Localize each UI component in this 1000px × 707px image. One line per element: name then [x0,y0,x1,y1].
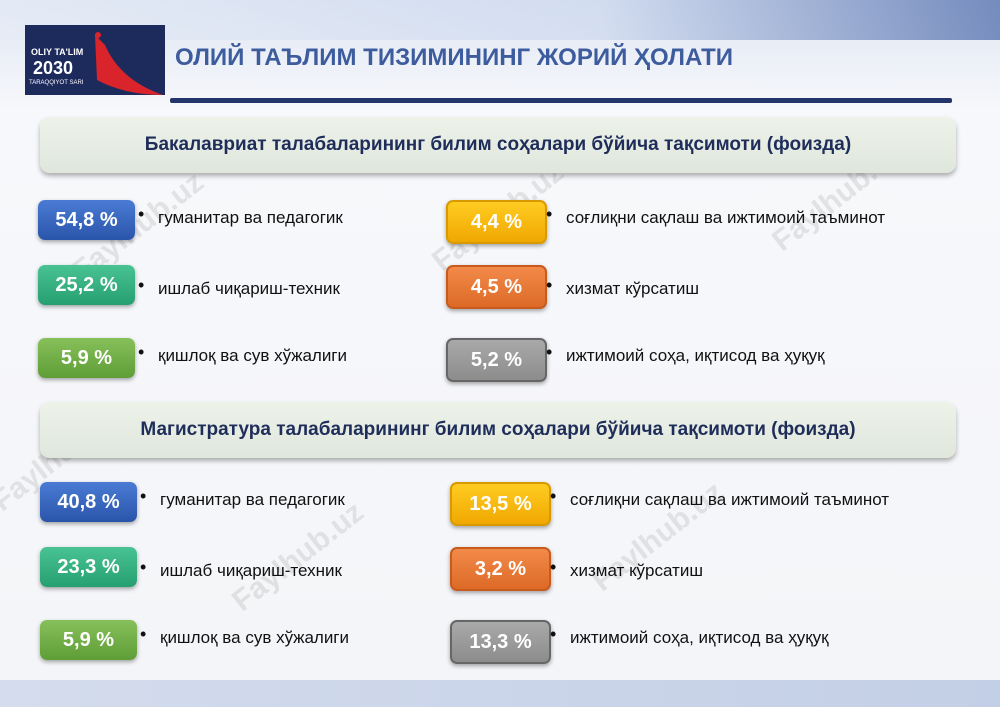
percent-badge: 5,9 % [40,620,137,660]
logo-subtext: TARAQQIYOT SARI [29,80,84,86]
field-label: гуманитар ва педагогик [138,204,343,228]
field-label: хизмат кўрсатиш [550,557,703,581]
footer-band [0,680,1000,707]
field-label: ишлаб чиқариш-техник [140,557,342,581]
field-label: қишлоқ ва сув хўжалиги [140,624,349,648]
percent-badge: 54,8 % [38,200,135,240]
percent-badge: 13,5 % [450,482,551,526]
page-title: ОЛИЙ ТАЪЛИМ ТИЗИМИНИНГ ЖОРИЙ ҲОЛАТИ [175,44,733,71]
section-title: Бакалавриат талабаларининг билим соҳалар… [40,117,956,173]
watermark: Faylhub.uz [226,495,370,618]
percent-badge: 4,4 % [446,200,547,244]
field-label: ижтимоий соҳа, иқтисод ва ҳуқуқ [546,342,825,366]
field-label: соғлиқни сақлаш ва ижтимоий таъминот [550,486,889,510]
logo-year: 2030 [33,58,74,78]
field-label: ижтимоий соҳа, иқтисод ва ҳуқуқ [550,624,829,648]
percent-badge: 25,2 % [38,265,135,305]
percent-badge: 5,9 % [38,338,135,378]
percent-badge: 40,8 % [40,482,137,522]
field-label: қишлоқ ва сув хўжалиги [138,342,347,366]
section-title: Магистратура талабаларининг билим соҳала… [40,402,956,458]
percent-badge: 4,5 % [446,265,547,309]
field-label: соғлиқни сақлаш ва ижтимоий таъминот [546,204,885,228]
logo-emblem [95,32,163,95]
header-background [0,0,1000,40]
field-label: гуманитар ва педагогик [140,486,345,510]
percent-badge: 5,2 % [446,338,547,382]
percent-badge: 13,3 % [450,620,551,664]
field-label: хизмат кўрсатиш [546,275,699,299]
logo: OLIY TA'LIM 2030 TARAQQIYOT SARI [25,25,165,95]
title-rule [170,98,952,103]
logo-text: OLIY TA'LIM [31,47,84,57]
percent-badge: 23,3 % [40,547,137,587]
percent-badge: 3,2 % [450,547,551,591]
field-label: ишлаб чиқариш-техник [138,275,340,299]
